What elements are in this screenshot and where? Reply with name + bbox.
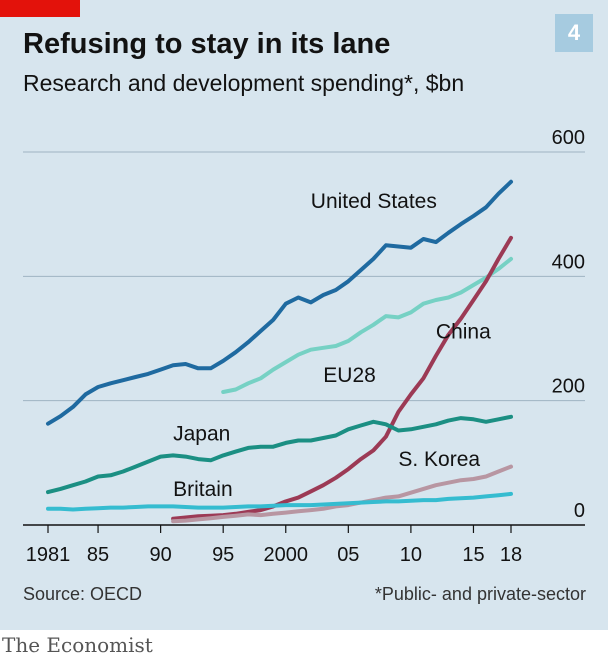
series-line-eu28 — [221, 256, 513, 394]
y-tick-label: 200 — [552, 376, 585, 398]
series-label: China — [436, 321, 491, 344]
gridlines — [23, 151, 585, 402]
series-label: Britain — [173, 478, 233, 501]
x-tick-label: 15 — [462, 544, 484, 566]
chart-number-badge: 4 — [555, 14, 593, 52]
series-line-s-korea — [171, 464, 513, 524]
source-note: Source: OECD — [23, 584, 143, 604]
series-line-britain — [46, 491, 513, 512]
x-tick-label: 1981 — [26, 544, 71, 566]
y-tick-label: 600 — [552, 127, 585, 149]
y-axis-labels: 0 200 400 600 — [552, 127, 585, 522]
footnote: *Public- and private-sector — [374, 584, 586, 604]
y-tick-label: 0 — [574, 500, 585, 522]
x-tick-label: 90 — [149, 544, 171, 566]
x-tick-label: 85 — [87, 544, 109, 566]
series-lines — [46, 179, 513, 524]
series-label: EU28 — [323, 364, 376, 387]
x-tick-label: 2000 — [264, 544, 309, 566]
series-line-japan — [46, 414, 513, 495]
series-label: Japan — [173, 422, 230, 445]
x-tick-label: 95 — [212, 544, 234, 566]
x-tick-label: 10 — [400, 544, 422, 566]
series-label: S. Korea — [398, 448, 480, 471]
series-line-united-states — [46, 179, 513, 426]
chart-subtitle: Research and development spending*, $bn — [23, 70, 465, 96]
series-labels: United States EU28 China Japan S. Korea Brita… — [173, 190, 491, 501]
line-chart: 0 200 400 600 1981 85 90 95 2000 05 10 15 18 United… — [23, 127, 585, 566]
chart-title: Refusing to stay in its lane — [23, 28, 391, 60]
x-tick-label: 05 — [337, 544, 359, 566]
x-tick-label: 18 — [500, 544, 522, 566]
y-tick-label: 400 — [552, 251, 585, 273]
series-label: United States — [311, 190, 437, 213]
publication-name: The Economist — [2, 633, 153, 657]
x-axis: 1981 85 90 95 2000 05 10 15 18 — [23, 524, 585, 566]
brand-red-tab — [0, 0, 80, 17]
